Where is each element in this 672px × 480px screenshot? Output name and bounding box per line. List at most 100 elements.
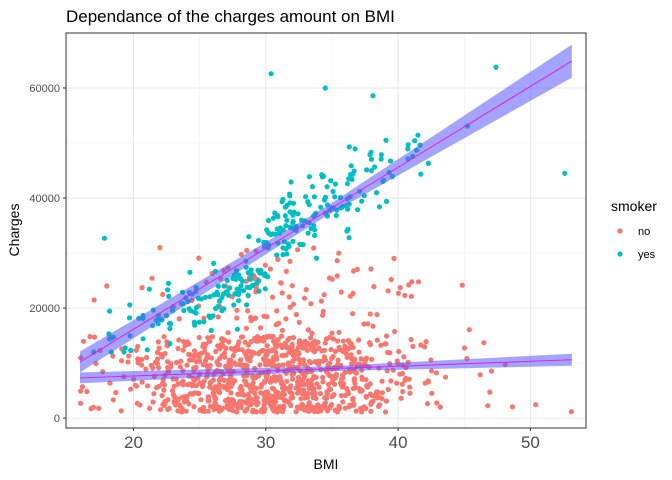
point-yes: [387, 158, 394, 164]
point-no: [276, 408, 282, 414]
point-no: [250, 409, 256, 415]
point-no: [284, 345, 290, 351]
point-no: [190, 391, 196, 397]
point-yes: [250, 282, 256, 288]
point-no: [407, 390, 413, 396]
point-no: [300, 387, 306, 393]
point-no: [305, 327, 311, 333]
point-yes: [352, 146, 358, 152]
point-no: [331, 392, 337, 398]
point-no: [367, 391, 374, 397]
point-no: [151, 391, 157, 397]
point-no: [243, 349, 249, 355]
point-no: [271, 398, 277, 404]
point-yes: [122, 345, 128, 351]
point-no: [485, 403, 491, 409]
point-yes: [324, 184, 330, 190]
point-no: [285, 360, 291, 366]
point-no: [345, 391, 351, 397]
point-no: [209, 334, 215, 340]
point-no: [365, 321, 371, 327]
point-no: [290, 301, 297, 307]
point-no: [275, 337, 281, 343]
point-no: [354, 266, 360, 272]
legend-label-yes: yes: [638, 249, 656, 261]
point-no: [160, 380, 166, 386]
point-yes: [303, 194, 309, 200]
point-yes: [121, 349, 127, 355]
point-no: [254, 395, 260, 401]
point-yes: [311, 194, 317, 200]
point-no: [488, 368, 495, 374]
point-no: [287, 258, 293, 264]
point-no: [253, 385, 260, 391]
point-yes: [346, 144, 352, 150]
point-no: [223, 364, 229, 370]
point-no: [295, 247, 301, 253]
point-no: [210, 390, 216, 396]
point-no: [429, 390, 435, 396]
point-no: [198, 397, 204, 403]
point-no: [144, 354, 150, 361]
point-no: [400, 388, 406, 395]
point-no: [139, 356, 145, 363]
point-no: [338, 289, 344, 295]
point-yes: [274, 226, 280, 232]
legend-label-no: no: [638, 226, 650, 238]
point-yes: [287, 193, 293, 199]
point-no: [274, 391, 280, 397]
point-yes: [262, 286, 268, 292]
point-yes: [288, 179, 294, 185]
point-no: [197, 358, 203, 364]
point-no: [205, 408, 211, 414]
point-no: [267, 379, 274, 385]
point-no: [268, 403, 274, 409]
point-no: [155, 339, 161, 345]
point-no: [215, 314, 221, 320]
point-no: [363, 394, 369, 400]
point-no: [191, 348, 198, 354]
point-no: [246, 395, 252, 401]
point-yes: [283, 246, 289, 252]
point-no: [222, 354, 228, 360]
point-no: [139, 379, 145, 385]
point-no: [208, 355, 214, 361]
point-no: [257, 362, 263, 368]
point-no: [132, 382, 138, 388]
point-yes: [236, 298, 242, 304]
point-no: [324, 395, 330, 401]
point-no: [277, 342, 283, 348]
panel-border: [65, 32, 587, 429]
point-yes: [247, 276, 253, 282]
point-no: [437, 404, 443, 410]
point-yes: [344, 228, 350, 234]
point-no: [302, 407, 308, 413]
point-no: [408, 293, 414, 299]
point-no: [317, 391, 323, 397]
point-no: [270, 347, 276, 353]
point-no: [274, 356, 280, 362]
point-no: [349, 356, 355, 362]
point-yes: [355, 207, 361, 213]
point-yes: [284, 217, 290, 223]
point-no: [235, 391, 241, 397]
point-no: [314, 360, 320, 366]
point-no: [306, 358, 312, 364]
point-no: [266, 392, 273, 398]
point-no: [104, 283, 110, 289]
point-no: [239, 347, 245, 353]
point-no: [169, 388, 176, 394]
point-no: [191, 404, 197, 410]
point-yes: [346, 235, 352, 241]
point-yes: [415, 132, 421, 138]
point-no: [296, 356, 302, 362]
point-yes: [221, 291, 227, 297]
point-no: [261, 408, 267, 414]
point-no: [182, 342, 188, 349]
point-no: [224, 403, 230, 409]
point-no: [148, 362, 154, 368]
point-no: [261, 402, 267, 408]
point-no: [176, 316, 182, 322]
point-no: [173, 359, 180, 366]
point-yes: [312, 232, 318, 239]
